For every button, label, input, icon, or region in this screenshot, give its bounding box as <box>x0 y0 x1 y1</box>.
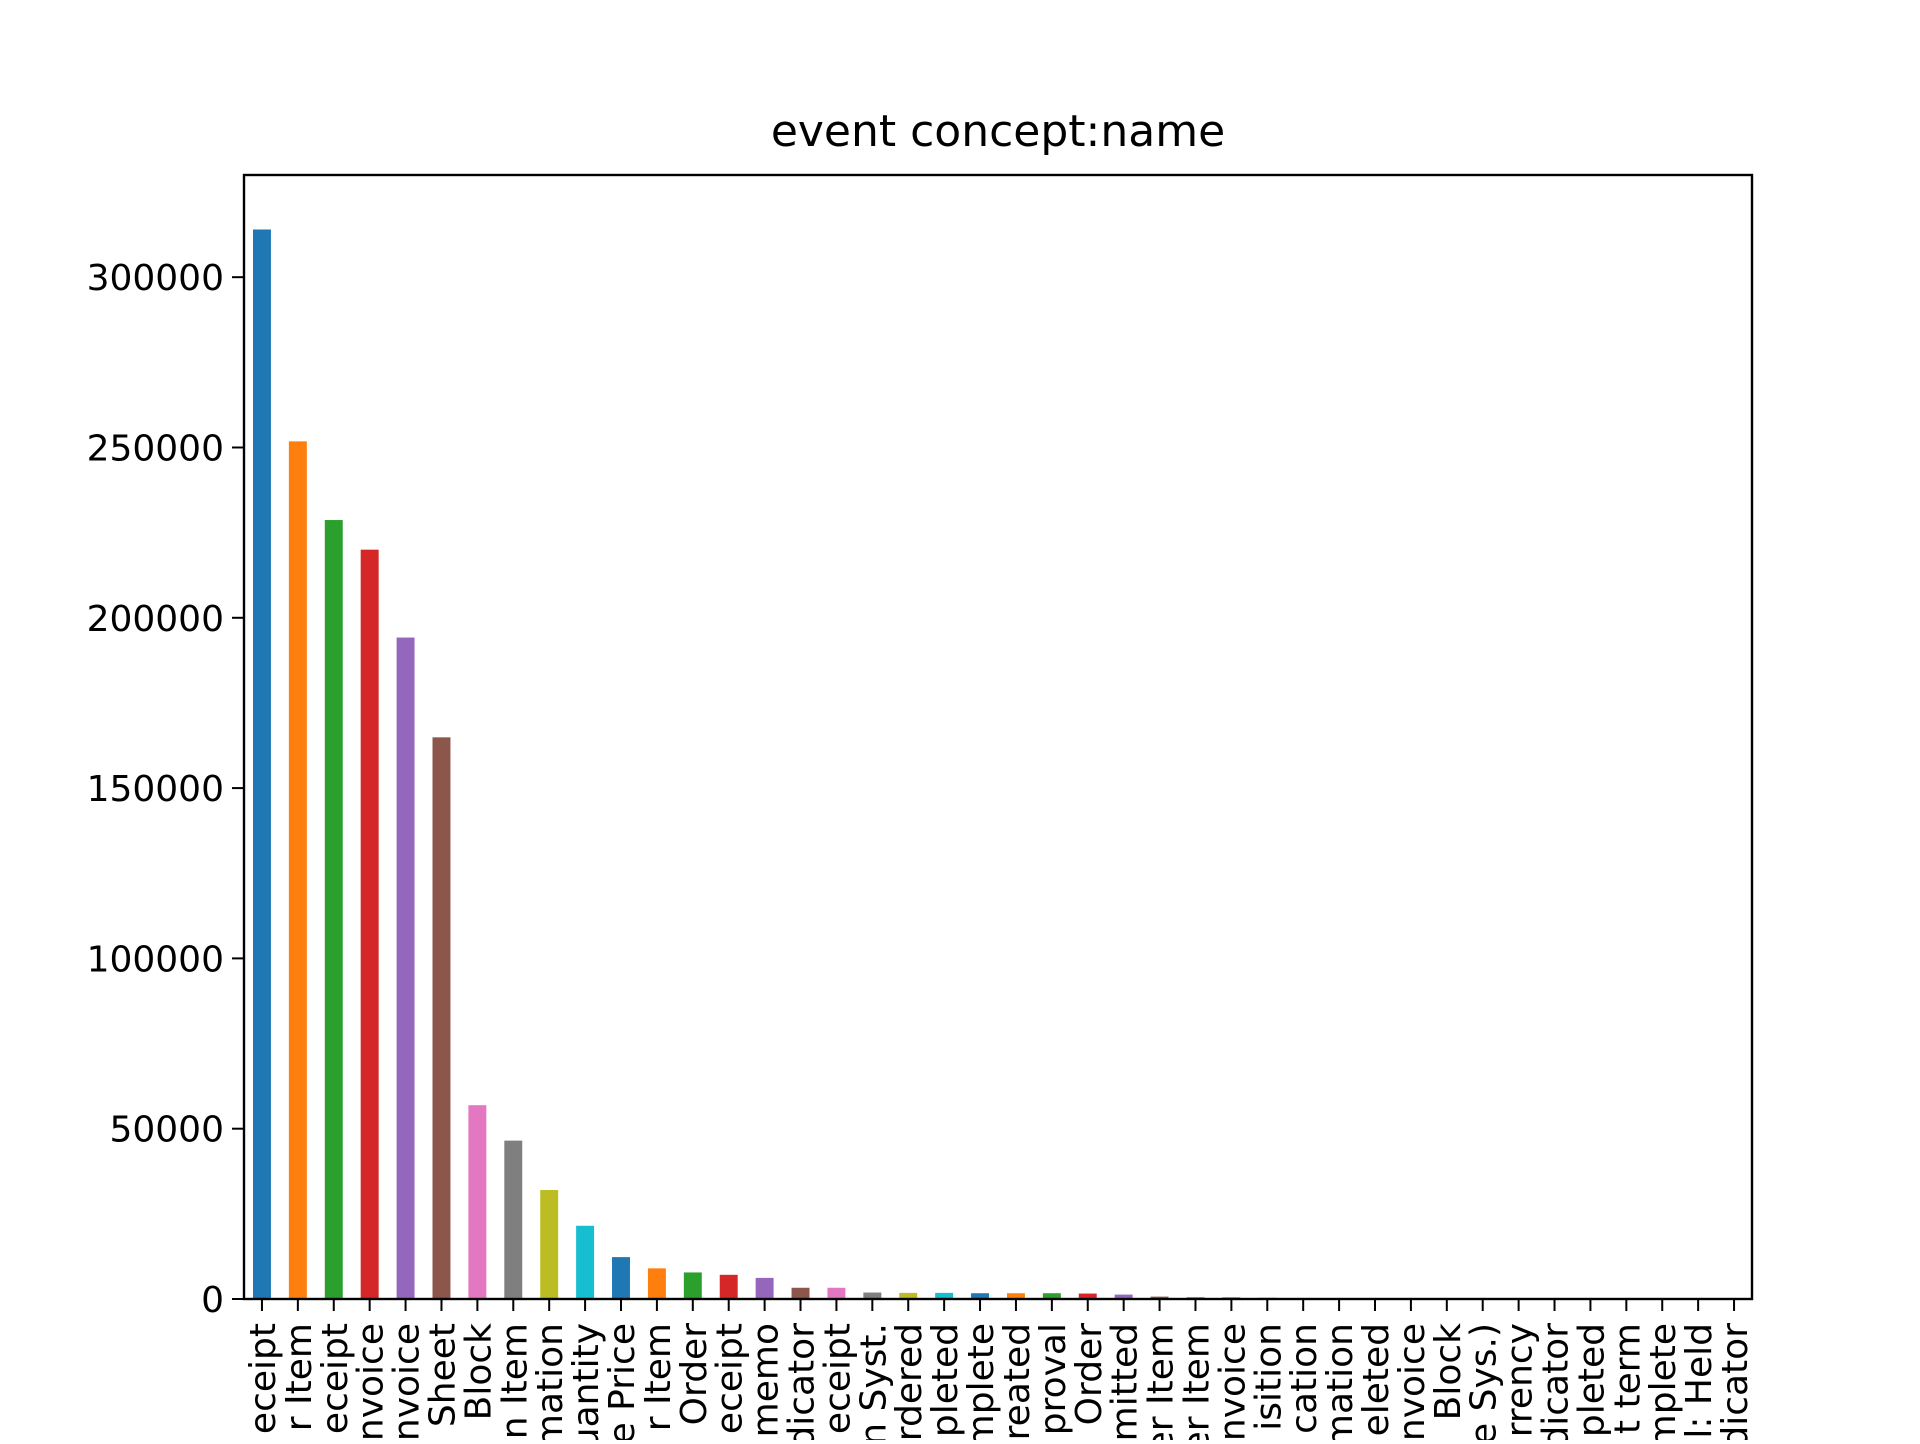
y-tick-label-1: 50000 <box>109 1110 224 1151</box>
bar-11 <box>648 1268 666 1299</box>
x-tick-label-5: Sheet <box>422 1323 463 1427</box>
x-tick-label-31: eleted <box>1356 1323 1397 1436</box>
y-tick-label-5: 250000 <box>87 428 224 469</box>
x-tick-label-23: Order <box>1069 1323 1110 1426</box>
y-tick-label-4: 200000 <box>87 599 224 640</box>
x-tick-label-33: Block <box>1428 1323 1469 1421</box>
x-tick-label-28: isition <box>1248 1323 1289 1431</box>
y-axis: 0 50000 100000 150000 200000 250000 300000 <box>87 258 244 1321</box>
y-tick-label-2: 100000 <box>87 939 224 980</box>
bar-1 <box>289 441 307 1299</box>
chart-title: event concept:name <box>771 106 1225 157</box>
y-tick-label-6: 300000 <box>87 258 224 299</box>
x-tick-label-16: eceipt <box>817 1323 858 1434</box>
bar-0 <box>253 229 271 1299</box>
x-tick-label-29: cation <box>1284 1323 1325 1434</box>
x-tick-label-30: mation <box>1320 1323 1361 1440</box>
bar-4 <box>397 638 415 1299</box>
x-tick-label-19: npleted <box>925 1323 966 1440</box>
x-tick-label-35: rrency <box>1500 1323 1541 1437</box>
x-tick-label-12: Order <box>674 1323 715 1426</box>
x-tick-label-15: dicator <box>782 1323 823 1440</box>
x-tick-label-9: uantity <box>566 1323 607 1440</box>
bar-3 <box>361 550 379 1299</box>
x-tick-label-41: dicator <box>1715 1323 1756 1440</box>
x-tick-label-20: mplete <box>961 1323 1002 1440</box>
x-tick-label-22: proval <box>1033 1323 1074 1435</box>
bar-15 <box>792 1288 810 1299</box>
y-tick-label-0: 0 <box>201 1280 224 1321</box>
bar-2 <box>325 520 343 1299</box>
x-tick-label-27: nvoice <box>1212 1323 1253 1440</box>
x-tick-label-11: r Item <box>638 1323 679 1431</box>
bar-14 <box>756 1278 774 1299</box>
bar-10 <box>612 1257 630 1299</box>
bar-8 <box>540 1190 558 1299</box>
x-tick-label-39: mplete <box>1643 1323 1684 1440</box>
x-tick-label-38: t term <box>1607 1323 1648 1434</box>
x-tick-label-17: n Syst. <box>853 1323 894 1440</box>
x-tick-label-34: e Sys.) <box>1464 1323 1505 1440</box>
x-tick-label-14: memo <box>746 1323 787 1437</box>
x-tick-label-25: er Item <box>1141 1323 1182 1440</box>
y-tick-label-3: 150000 <box>87 769 224 810</box>
x-tick-label-8: mation <box>530 1323 571 1440</box>
bar-6 <box>468 1105 486 1299</box>
bar-13 <box>720 1275 738 1299</box>
x-tick-label-10: e Price <box>602 1323 643 1440</box>
x-tick-label-2: eceipt <box>315 1323 356 1434</box>
x-tick-label-0: eceipt <box>243 1323 284 1434</box>
bar-7 <box>504 1141 522 1299</box>
x-tick-label-6: Block <box>458 1323 499 1421</box>
x-tick-label-40: l: Held <box>1679 1323 1720 1439</box>
x-tick-label-24: mitted <box>1105 1323 1146 1440</box>
x-tick-label-7: n Item <box>494 1323 535 1439</box>
x-tick-label-36: dicator <box>1536 1323 1577 1440</box>
bar-9 <box>576 1226 594 1299</box>
x-tick-label-3: nvoice <box>351 1323 392 1440</box>
x-tick-label-18: rdered <box>889 1323 930 1440</box>
x-tick-label-21: reated <box>997 1323 1038 1440</box>
x-tick-label-26: er Item <box>1176 1323 1217 1440</box>
x-tick-label-32: nvoice <box>1392 1323 1433 1440</box>
x-tick-label-4: nvoice <box>387 1323 428 1440</box>
x-tick-label-13: eceipt <box>710 1323 751 1434</box>
bars-group <box>253 229 1743 1299</box>
bar-12 <box>684 1272 702 1299</box>
x-tick-label-37: pleted <box>1571 1323 1612 1437</box>
bar-16 <box>827 1288 845 1299</box>
bar-5 <box>433 737 451 1299</box>
x-tick-label-1: r Item <box>279 1323 320 1431</box>
